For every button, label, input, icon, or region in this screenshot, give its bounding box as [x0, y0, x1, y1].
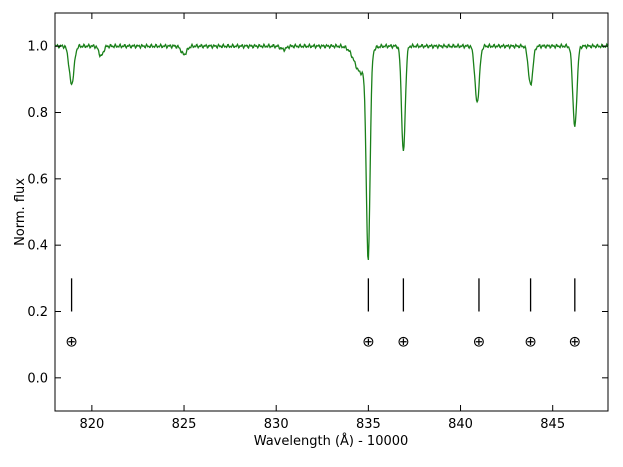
- y-tick-label: 0.6: [27, 172, 48, 187]
- telluric-symbol: ⊕: [362, 332, 375, 350]
- y-tick-label: 0.2: [27, 305, 48, 320]
- telluric-symbol: ⊕: [397, 332, 410, 350]
- x-axis-ticks: 820 825 830 835 840 845: [79, 13, 565, 432]
- y-axis-label: Norm. flux: [13, 178, 28, 246]
- y-tick-label: 1.0: [27, 40, 48, 55]
- spectrum-series: [54, 42, 609, 261]
- x-axis-label: Wavelength (Å) - 10000: [254, 433, 409, 449]
- telluric-symbol: ⊕: [569, 332, 582, 350]
- x-tick-label: 835: [356, 417, 381, 432]
- plot-area: ⊕ ⊕ ⊕ ⊕ ⊕ ⊕ 820 825 830 835 840 845 0.00.20.40.60.…: [27, 12, 609, 432]
- telluric-symbol: ⊕: [473, 332, 486, 350]
- telluric-markers: ⊕ ⊕ ⊕ ⊕ ⊕ ⊕: [65, 278, 581, 350]
- telluric-symbol: ⊕: [65, 332, 78, 350]
- y-tick-label: 0.8: [27, 106, 48, 121]
- x-tick-label: 840: [448, 417, 473, 432]
- plot-frame: [54, 12, 609, 412]
- y-tick-label: 0.4: [27, 239, 48, 254]
- x-tick-label: 820: [79, 417, 104, 432]
- spectrum-line: [54, 42, 609, 261]
- x-tick-label: 845: [540, 417, 565, 432]
- y-tick-label: 0.0: [27, 371, 48, 386]
- y-axis-ticks: 0.0 0.2 0.4 0.6 0.8 1.0: [27, 40, 608, 386]
- x-tick-label: 825: [172, 417, 197, 432]
- x-tick-label: 830: [264, 417, 289, 432]
- telluric-symbol: ⊕: [524, 332, 537, 350]
